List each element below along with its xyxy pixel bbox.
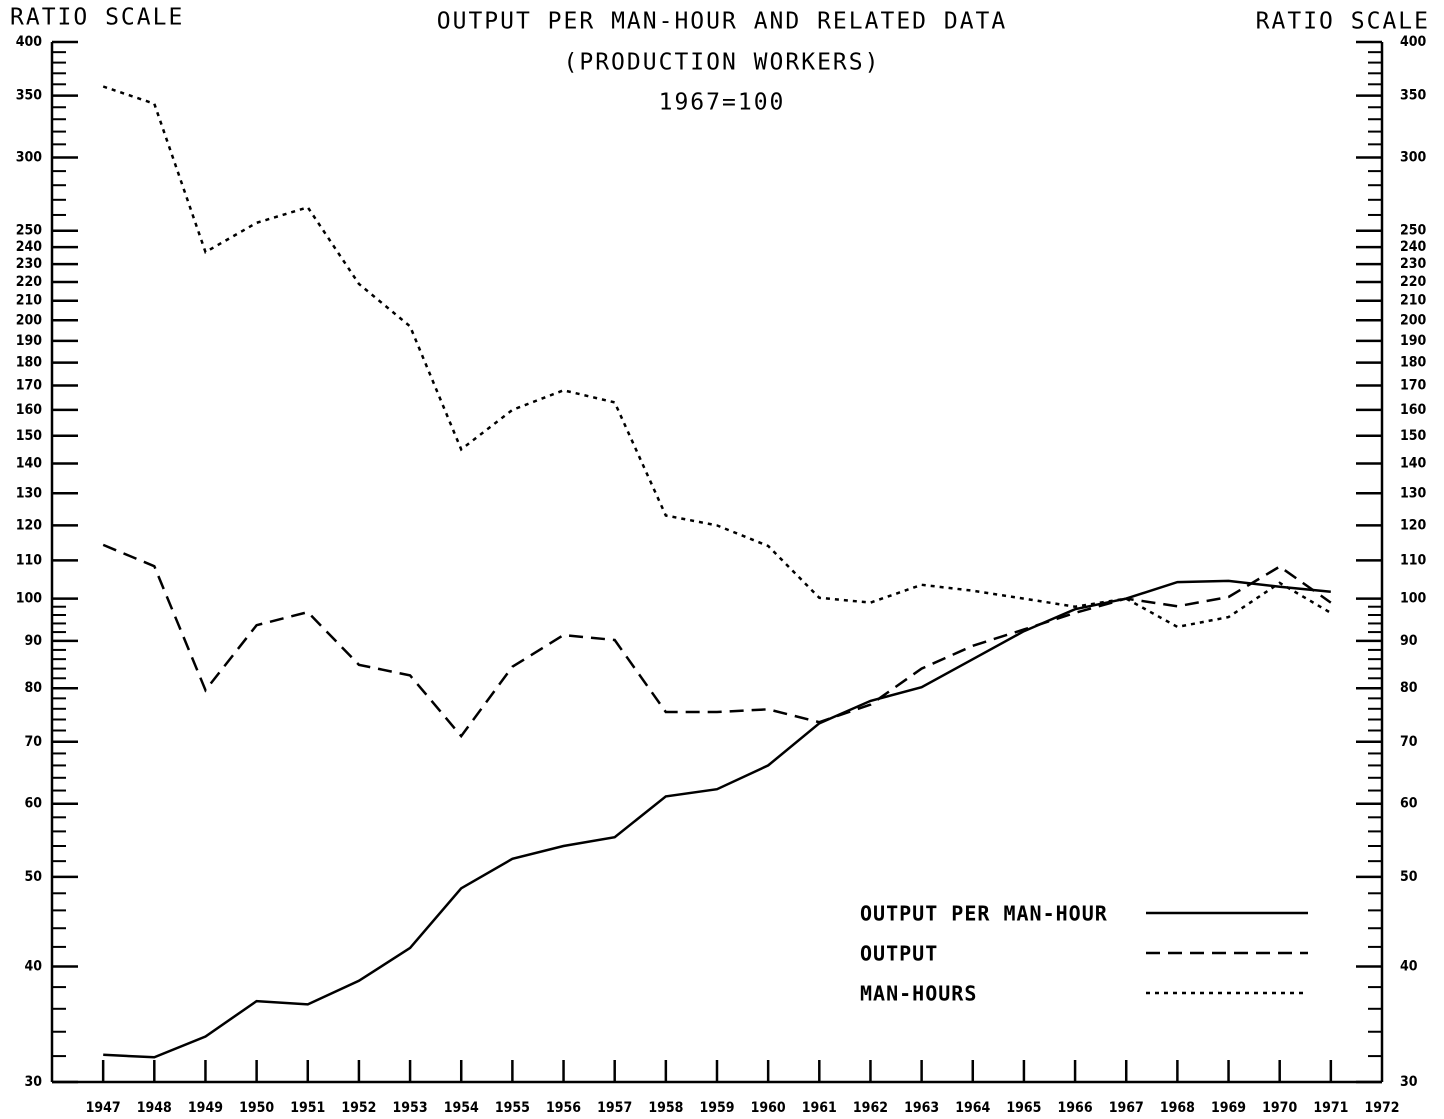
x-tick-label: 1960 [751, 1100, 786, 1116]
y2-axis-label: RATIO SCALE [1256, 9, 1430, 35]
y-tick-label: 80 [24, 680, 42, 696]
y2-tick-label: 400 [1400, 34, 1427, 50]
y2-tick-label: 250 [1400, 223, 1427, 239]
y2-tick-label: 40 [1400, 958, 1418, 974]
data-line [102, 85, 1332, 629]
y-tick-label: 110 [16, 552, 43, 568]
y2-tick-label: 160 [1400, 402, 1427, 418]
x-tick-label: 1959 [699, 1100, 734, 1116]
y-tick-label: 200 [16, 312, 43, 328]
y-tick-label: 120 [16, 517, 43, 533]
y2-tick-label: 170 [1400, 378, 1427, 394]
y2-tick-label: 80 [1400, 680, 1418, 696]
x-tick-label: 1968 [1160, 1100, 1195, 1116]
y2-tick-label: 230 [1400, 256, 1427, 272]
y-tick-label: 300 [16, 150, 43, 166]
y-tick-label: 90 [24, 633, 42, 649]
y-tick-label: 100 [16, 591, 43, 607]
y-tick-label: 230 [16, 256, 43, 272]
y2-tick-label: 240 [1400, 239, 1427, 255]
chart-subtitle: (PRODUCTION WORKERS) [564, 50, 881, 76]
y-tick-label: 220 [16, 274, 43, 290]
x-tick-label: 1951 [290, 1100, 325, 1116]
y-tick-label: 140 [16, 456, 43, 472]
chart-note: 1967=100 [659, 90, 786, 116]
y-tick-label: 240 [16, 239, 43, 255]
x-tick-label: 1947 [86, 1100, 121, 1116]
x-tick-label: 1949 [188, 1100, 223, 1116]
x-tick-label: 1948 [137, 1100, 172, 1116]
legend-label: OUTPUT [860, 942, 938, 966]
y-tick-label: 350 [16, 88, 43, 104]
y2-tick-label: 220 [1400, 274, 1427, 290]
x-tick-label: 1967 [1109, 1100, 1144, 1116]
x-tick-label: 1966 [1058, 1100, 1093, 1116]
y2-tick-label: 30 [1400, 1074, 1418, 1090]
y2-tick-label: 200 [1400, 312, 1427, 328]
y-axis-label: RATIO SCALE [10, 5, 184, 31]
y2-tick-label: 100 [1400, 591, 1427, 607]
y2-tick-label: 110 [1400, 552, 1427, 568]
x-tick-label: 1961 [802, 1100, 837, 1116]
y-tick-label: 40 [24, 958, 42, 974]
x-tick-label: 1962 [853, 1100, 888, 1116]
y-tick-label: 130 [16, 485, 43, 501]
x-tick-label: 1963 [904, 1100, 939, 1116]
x-tick-label: 1972 [1364, 1100, 1399, 1116]
y-tick-label: 210 [16, 293, 43, 309]
y2-tick-label: 90 [1400, 633, 1418, 649]
x-tick-label: 1950 [239, 1100, 274, 1116]
data-line [103, 579, 1331, 1059]
y-tick-label: 160 [16, 402, 43, 418]
y2-tick-label: 140 [1400, 456, 1427, 472]
x-tick-label: 1954 [444, 1100, 479, 1116]
y-tick-label: 400 [16, 34, 43, 50]
y-tick-label: 190 [16, 333, 43, 349]
y-tick-label: 250 [16, 223, 43, 239]
x-tick-label: 1971 [1313, 1100, 1348, 1116]
y2-tick-label: 180 [1400, 355, 1427, 371]
y-tick-label: 150 [16, 428, 43, 444]
x-tick-label: 1956 [546, 1100, 581, 1116]
x-tick-label: 1955 [495, 1100, 530, 1116]
x-tick-label: 1957 [597, 1100, 632, 1116]
x-tick-label: 1958 [648, 1100, 683, 1116]
y-tick-label: 50 [24, 869, 42, 885]
y2-tick-label: 150 [1400, 428, 1427, 444]
x-tick-label: 1964 [955, 1100, 990, 1116]
y-tick-label: 180 [16, 355, 43, 371]
y2-tick-label: 300 [1400, 150, 1427, 166]
data-line [102, 543, 1332, 739]
x-tick-label: 1953 [393, 1100, 428, 1116]
chart-title: OUTPUT PER MAN-HOUR AND RELATED DATA [437, 9, 1008, 35]
y2-tick-label: 120 [1400, 517, 1427, 533]
y2-tick-label: 60 [1400, 796, 1418, 812]
legend-label: OUTPUT PER MAN-HOUR [860, 902, 1108, 926]
x-tick-label: 1969 [1211, 1100, 1246, 1116]
y-tick-label: 170 [16, 378, 43, 394]
y-tick-label: 70 [24, 734, 42, 750]
x-tick-label: 1952 [341, 1100, 376, 1116]
y-tick-label: 30 [24, 1074, 42, 1090]
x-tick-label: 1965 [1006, 1100, 1041, 1116]
legend-label: MAN-HOURS [860, 982, 977, 1006]
y2-tick-label: 130 [1400, 485, 1427, 501]
y-tick-label: 60 [24, 796, 42, 812]
y2-tick-label: 50 [1400, 869, 1418, 885]
y2-tick-label: 350 [1400, 88, 1427, 104]
y2-tick-label: 70 [1400, 734, 1418, 750]
x-tick-label: 1970 [1262, 1100, 1297, 1116]
y2-tick-label: 210 [1400, 293, 1427, 309]
y2-tick-label: 190 [1400, 333, 1427, 349]
